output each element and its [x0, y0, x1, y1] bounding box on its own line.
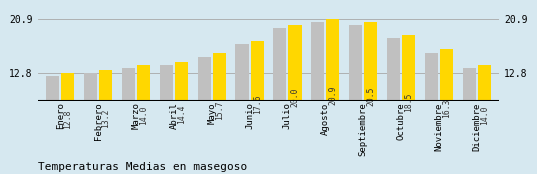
- Text: 14.0: 14.0: [139, 106, 148, 125]
- Bar: [288, 25, 302, 157]
- Bar: [137, 65, 150, 157]
- Text: 20.0: 20.0: [291, 88, 300, 107]
- Bar: [477, 65, 491, 157]
- Bar: [349, 25, 362, 157]
- Bar: [311, 22, 324, 157]
- Text: 15.7: 15.7: [215, 101, 224, 120]
- Bar: [402, 35, 415, 157]
- Bar: [425, 53, 438, 157]
- Bar: [273, 28, 286, 157]
- Bar: [159, 65, 173, 157]
- Bar: [61, 73, 75, 157]
- Bar: [46, 76, 60, 157]
- Text: 20.5: 20.5: [366, 86, 375, 106]
- Text: 20.9: 20.9: [328, 85, 337, 105]
- Bar: [326, 19, 339, 157]
- Bar: [440, 49, 453, 157]
- Bar: [99, 70, 112, 157]
- Bar: [213, 53, 226, 157]
- Bar: [364, 22, 378, 157]
- Text: 14.0: 14.0: [480, 106, 489, 125]
- Bar: [235, 44, 249, 157]
- Bar: [198, 57, 211, 157]
- Text: 12.8: 12.8: [63, 109, 72, 129]
- Bar: [84, 73, 97, 157]
- Bar: [387, 38, 400, 157]
- Text: 18.5: 18.5: [404, 92, 413, 112]
- Text: Temperaturas Medias en masegoso: Temperaturas Medias en masegoso: [38, 162, 247, 172]
- Text: 16.3: 16.3: [442, 99, 451, 118]
- Bar: [122, 68, 135, 157]
- Text: 14.4: 14.4: [177, 105, 186, 124]
- Bar: [462, 68, 476, 157]
- Text: 13.2: 13.2: [101, 108, 110, 128]
- Bar: [251, 41, 264, 157]
- Bar: [175, 62, 188, 157]
- Text: 17.6: 17.6: [252, 95, 262, 114]
